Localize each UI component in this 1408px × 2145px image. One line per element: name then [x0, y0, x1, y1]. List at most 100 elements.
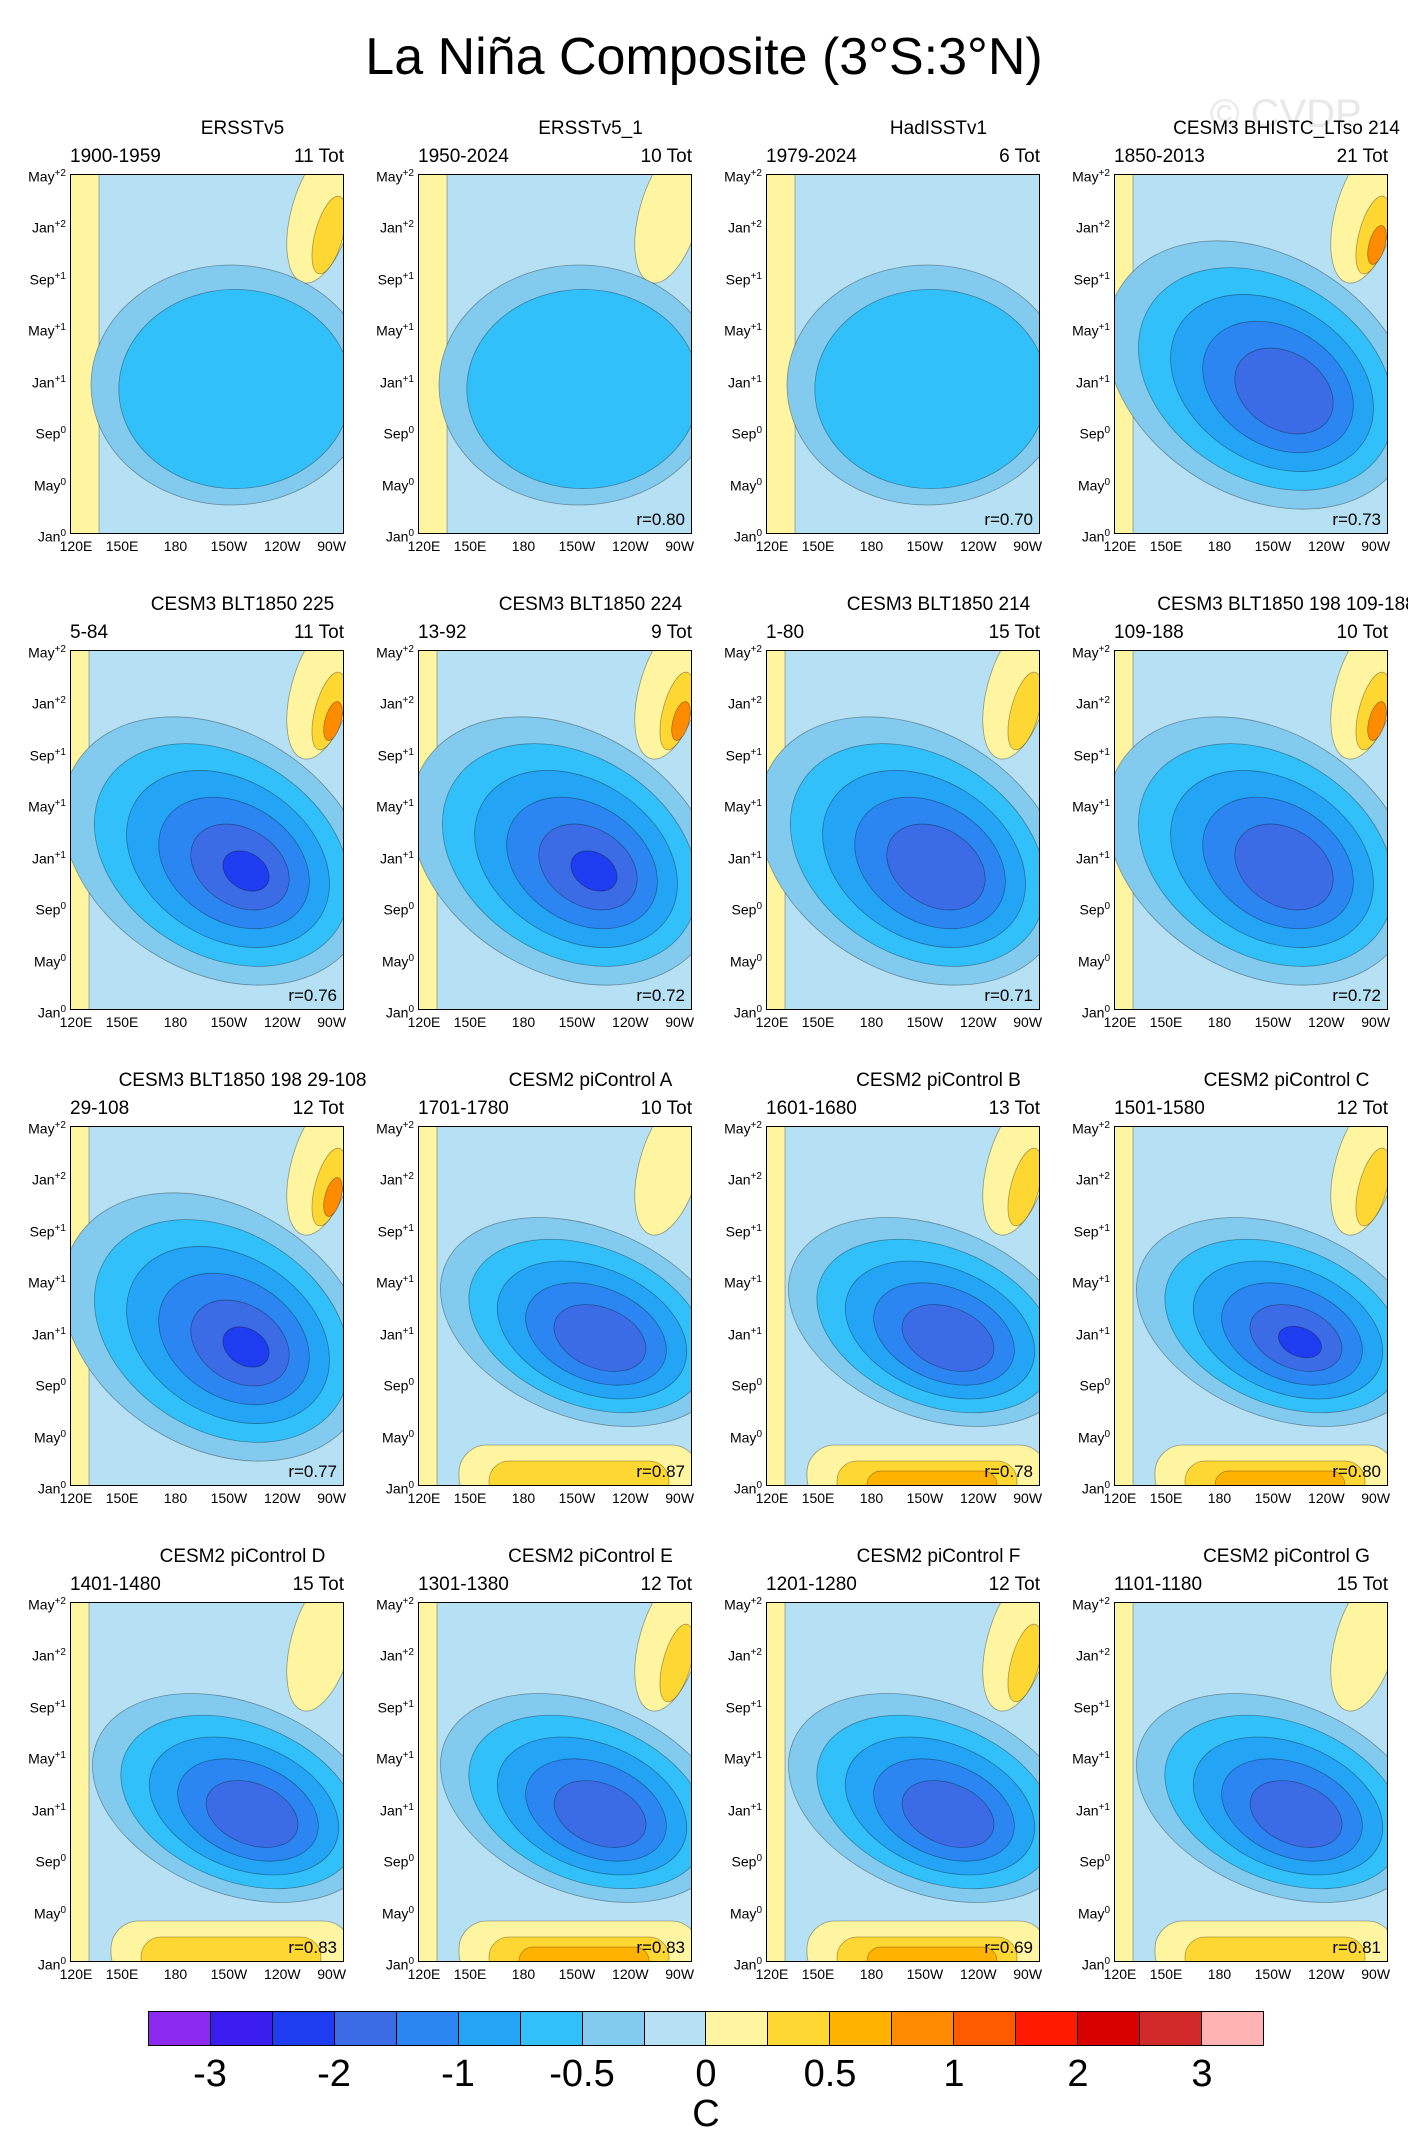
y-tick-label: Jan+2	[728, 695, 762, 713]
chart-panel: ERSSTv5 1900-1959 11 Tot Jan0 May0 Sep0 Jan+1 M…	[28, 118, 415, 554]
x-tick-label: 150E	[105, 1966, 139, 1982]
y-tick-label: Jan+1	[380, 849, 414, 867]
x-tick-label: 180	[511, 1966, 536, 1982]
cold-anomaly-level-2	[570, 850, 618, 892]
x-tick-label: 120W	[612, 1490, 649, 1506]
x-tick-label: 120E	[59, 538, 93, 554]
y-tick-label: May0	[33, 1428, 66, 1446]
warm-anomaly-east-peak	[1367, 701, 1387, 741]
panel-count: 11 Tot	[293, 622, 344, 643]
y-tick-label: Jan+1	[1076, 1325, 1110, 1343]
x-tick-label: 150E	[801, 1490, 835, 1506]
y-tick-label: Jan+1	[380, 1325, 414, 1343]
panel-count: 10 Tot	[1336, 622, 1388, 643]
correlation-label: r=0.80	[1332, 1462, 1381, 1481]
y-tick-label: May+2	[724, 1596, 762, 1613]
panel-title: CESM2 piControl A	[508, 1070, 673, 1091]
cold-anomaly-level-3	[1234, 823, 1334, 911]
x-axis-labels: 120E 150E 180 150W 120W 90W	[756, 1014, 1042, 1032]
chart-panel: CESM2 piControl E 1301-1380 12 Tot r=0.83 Ja…	[376, 1546, 763, 1982]
y-tick-label: Sep0	[35, 901, 66, 918]
x-tick-label: 150E	[1149, 1014, 1183, 1030]
y-axis-labels: Jan0 May0 Sep0 Jan+1 May+1 Sep+1 Jan+2 May+2	[8, 1120, 66, 1496]
y-tick-label: May+1	[376, 1750, 414, 1767]
colorbar-box-14	[1016, 2012, 1079, 2045]
y-tick-label: Jan+2	[380, 219, 414, 237]
heatmap-svg	[767, 651, 1039, 1009]
x-tick-label: 120W	[960, 1014, 997, 1030]
y-axis-labels: Jan0 May0 Sep0 Jan+1 May+1 Sep+1 Jan+2 May+2	[356, 1120, 414, 1496]
panel-title: CESM3 BLT1850 224	[498, 594, 683, 615]
heatmap-svg	[419, 651, 691, 1009]
panel-count: 12 Tot	[640, 1574, 692, 1595]
y-tick-label: Jan+2	[380, 1647, 414, 1665]
x-tick-label: 180	[511, 538, 536, 554]
x-axis-labels: 120E 150E 180 150W 120W 90W	[1104, 538, 1390, 556]
cold-anomaly-level-6	[118, 289, 343, 489]
heatmap-svg	[71, 1603, 343, 1961]
panel-period: 1701-1780	[418, 1098, 509, 1119]
y-tick-label: Sep0	[731, 901, 762, 918]
chart-panel: HadISSTv1 1979-2024 6 Tot r=0.70 Jan0 May0 Sep…	[724, 118, 1111, 554]
y-tick-label: Jan+2	[1076, 1171, 1110, 1189]
y-tick-label: Jan+1	[1076, 849, 1110, 867]
warm-anomaly-west	[71, 1603, 90, 1961]
y-tick-label: Sep0	[383, 1377, 414, 1394]
correlation-label: r=0.81	[1332, 1938, 1381, 1957]
panel-count: 12 Tot	[988, 1574, 1040, 1595]
panel-title: CESM2 piControl B	[856, 1070, 1021, 1091]
y-tick-label: May+1	[1072, 1274, 1110, 1291]
y-tick-label: Sep0	[731, 1853, 762, 1870]
y-tick-label: Jan+2	[380, 695, 414, 713]
panel-title: CESM2 piControl D	[159, 1546, 326, 1567]
x-axis-labels: 120E 150E 180 150W 120W 90W	[60, 538, 346, 556]
y-tick-label: Sep+1	[377, 270, 414, 288]
y-tick-label: May+2	[376, 1120, 414, 1137]
colorbar-label: 0	[695, 2053, 717, 2095]
x-tick-label: 120W	[612, 1014, 649, 1030]
x-tick-label: 180	[163, 1966, 188, 1982]
x-tick-label: 90W	[317, 1966, 347, 1982]
x-tick-label: 180	[859, 538, 884, 554]
heatmap-svg	[71, 1127, 343, 1485]
x-tick-label: 150E	[105, 1490, 139, 1506]
y-tick-label: May0	[729, 476, 762, 494]
x-tick-label: 150E	[801, 1014, 835, 1030]
x-tick-label: 90W	[1013, 1490, 1043, 1506]
correlation-label: r=0.83	[288, 1938, 337, 1957]
y-tick-label: Jan+1	[32, 849, 66, 867]
y-tick-label: Sep+1	[29, 1698, 66, 1716]
y-tick-label: May0	[729, 952, 762, 970]
x-tick-label: 120E	[407, 1966, 441, 1982]
y-axis-labels: Jan0 May0 Sep0 Jan+1 May+1 Sep+1 Jan+2 May+2	[8, 1596, 66, 1972]
y-tick-label: Jan+2	[32, 1171, 66, 1189]
y-tick-label: May+1	[724, 798, 762, 815]
heatmap-svg	[419, 1127, 691, 1485]
y-tick-label: Sep0	[1079, 425, 1110, 442]
panel-count: 10 Tot	[640, 146, 692, 167]
warm-anomaly-east-core	[1007, 1623, 1039, 1703]
warm-anomaly-bottom-peak	[866, 1470, 998, 1485]
x-tick-label: 180	[1207, 1490, 1232, 1506]
x-tick-label: 120W	[264, 1014, 301, 1030]
x-tick-label: 150E	[453, 1014, 487, 1030]
y-axis-labels: Jan0 May0 Sep0 Jan+1 May+1 Sep+1 Jan+2 May+2	[704, 168, 762, 544]
x-tick-label: 150W	[558, 1966, 596, 1982]
chart-panel: CESM3 BLT1850 198 29-108 29-108 12 Tot r=0.…	[28, 1070, 415, 1506]
x-tick-label: 120W	[960, 1490, 997, 1506]
x-tick-label: 90W	[665, 1014, 695, 1030]
y-tick-label: May+1	[28, 798, 66, 815]
chart-panel: CESM3 BLT1850 198 109-188 109-188 10 Tot r=…	[1072, 594, 1408, 1030]
correlation-label: r=0.72	[636, 986, 685, 1005]
x-tick-label: 120E	[755, 1490, 789, 1506]
correlation-label: r=0.70	[984, 510, 1033, 529]
x-tick-label: 120W	[960, 1966, 997, 1982]
x-tick-label: 120W	[264, 1490, 301, 1506]
panel-plot-area: r=0.76	[70, 650, 344, 1010]
colorbar-box-9	[706, 2012, 769, 2045]
x-axis-labels: 120E 150E 180 150W 120W 90W	[408, 1014, 695, 1032]
cold-anomaly-level-6	[466, 289, 691, 489]
warm-anomaly-west	[1115, 1603, 1134, 1961]
y-tick-label: Jan+2	[32, 695, 66, 713]
x-tick-label: 120E	[1103, 538, 1137, 554]
